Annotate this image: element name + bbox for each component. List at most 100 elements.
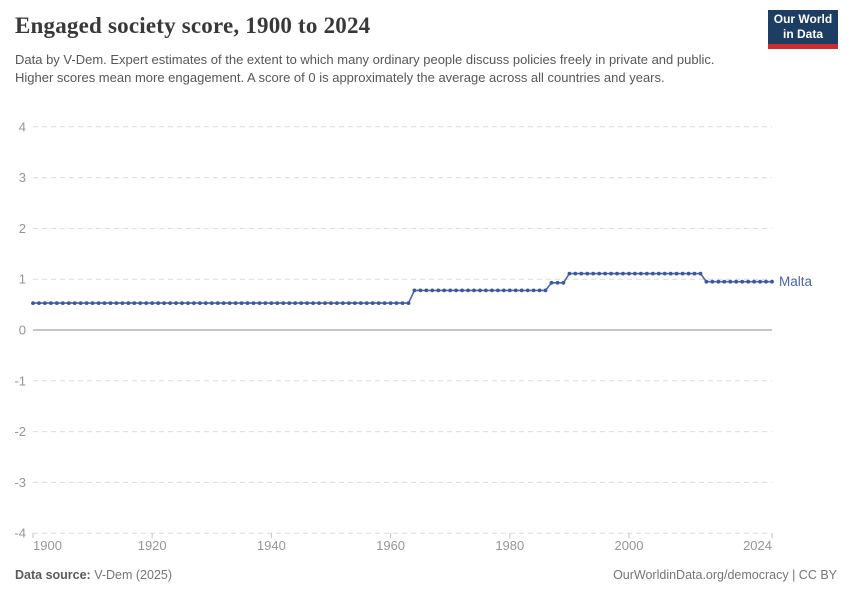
data-point[interactable] [239,301,244,305]
data-point[interactable] [567,271,572,276]
data-point[interactable] [299,301,304,305]
data-point[interactable] [388,301,393,305]
data-point[interactable] [186,301,190,305]
data-point[interactable] [519,288,524,293]
data-point[interactable] [364,301,369,305]
data-point[interactable] [424,288,429,293]
data-point[interactable] [162,301,167,305]
data-point[interactable] [174,301,178,305]
data-point[interactable] [209,301,214,305]
data-point[interactable] [90,301,95,305]
data-point[interactable] [716,279,721,284]
data-point[interactable] [764,279,768,284]
data-point[interactable] [394,301,399,305]
data-point[interactable] [358,301,363,305]
data-point[interactable] [263,301,268,305]
data-point[interactable] [150,301,155,305]
data-point[interactable] [460,288,464,293]
data-point[interactable] [674,271,679,276]
data-point[interactable] [227,301,232,305]
data-point[interactable] [644,271,649,276]
data-point[interactable] [710,279,715,284]
data-point[interactable] [102,301,107,305]
series-line-malta[interactable] [33,272,772,304]
data-point[interactable] [662,271,667,276]
data-point[interactable] [335,301,339,305]
data-point[interactable] [615,271,619,276]
footer-attribution[interactable]: OurWorldinData.org/democracy | CC BY [613,568,837,582]
data-point[interactable] [525,288,530,293]
data-point[interactable] [192,301,196,305]
data-point[interactable] [573,271,578,276]
data-point[interactable] [275,301,280,305]
data-point[interactable] [668,271,673,276]
data-point[interactable] [269,301,274,305]
data-point[interactable] [448,288,453,293]
data-point[interactable] [579,271,584,276]
data-point[interactable] [728,279,733,284]
data-point[interactable] [692,271,697,276]
data-point[interactable] [484,288,488,293]
data-point[interactable] [412,288,417,293]
data-point[interactable] [72,301,77,305]
data-point[interactable] [281,301,286,305]
data-point[interactable] [156,301,161,305]
data-point[interactable] [430,288,435,293]
data-point[interactable] [454,288,458,293]
data-point[interactable] [466,288,470,293]
data-point[interactable] [341,301,345,305]
data-point[interactable] [317,301,321,305]
data-point[interactable] [639,271,643,276]
data-point[interactable] [31,301,35,305]
data-point[interactable] [418,288,423,293]
data-point[interactable] [376,301,381,305]
data-point[interactable] [198,301,202,305]
data-point[interactable] [472,288,476,293]
data-point[interactable] [43,301,47,305]
data-point[interactable] [770,279,774,284]
data-point[interactable] [84,301,89,305]
data-point[interactable] [698,271,703,276]
data-point[interactable] [740,279,745,284]
data-point[interactable] [537,288,542,293]
data-point[interactable] [78,301,83,305]
data-point[interactable] [132,301,137,305]
data-point[interactable] [531,288,536,293]
data-point[interactable] [633,271,637,276]
data-point[interactable] [555,280,560,285]
data-point[interactable] [245,301,250,305]
data-point[interactable] [352,301,357,305]
data-point[interactable] [323,301,327,305]
data-point[interactable] [704,279,709,284]
data-point[interactable] [251,301,256,305]
data-point[interactable] [382,301,387,305]
data-point[interactable] [144,301,149,305]
data-point[interactable] [406,301,411,305]
data-point[interactable] [329,301,333,305]
data-point[interactable] [507,288,512,293]
data-point[interactable] [120,301,125,305]
data-point[interactable] [591,271,596,276]
data-point[interactable] [126,301,131,305]
data-point[interactable] [490,288,494,293]
data-point[interactable] [138,301,143,305]
data-point[interactable] [561,280,566,285]
data-point[interactable] [215,301,220,305]
data-point[interactable] [496,288,500,293]
data-point[interactable] [585,271,590,276]
data-point[interactable] [734,279,739,284]
data-point[interactable] [347,301,351,305]
data-point[interactable] [287,301,292,305]
data-point[interactable] [96,301,101,305]
series-label-malta[interactable]: Malta [779,274,813,289]
data-point[interactable] [752,279,756,284]
data-point[interactable] [311,301,315,305]
data-point[interactable] [66,301,71,305]
data-point[interactable] [257,301,262,305]
data-point[interactable] [442,288,447,293]
data-point[interactable] [746,279,751,284]
data-point[interactable] [370,301,375,305]
data-point[interactable] [478,288,482,293]
data-point[interactable] [37,301,41,305]
data-point[interactable] [627,271,631,276]
